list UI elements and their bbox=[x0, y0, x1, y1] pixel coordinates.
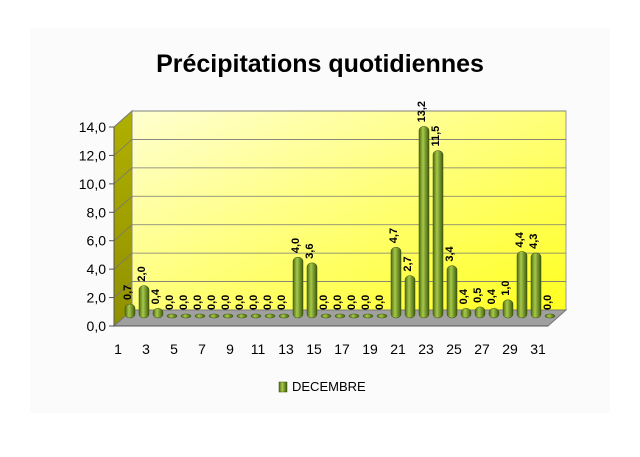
bar bbox=[418, 126, 430, 319]
x-tick-label: 3 bbox=[142, 341, 150, 357]
data-label: 0,7 bbox=[122, 285, 134, 300]
y-tick-label: 4,0 bbox=[87, 261, 107, 277]
x-tick-label: 7 bbox=[198, 341, 206, 357]
y-tick-label: 6,0 bbox=[87, 233, 107, 249]
x-tick-label: 31 bbox=[530, 341, 546, 357]
data-label: 0,0 bbox=[164, 295, 176, 310]
data-label: 2,7 bbox=[402, 256, 414, 271]
y-tick-label: 2,0 bbox=[87, 290, 107, 306]
data-label: 0,4 bbox=[150, 288, 162, 304]
bar bbox=[502, 299, 514, 319]
bar bbox=[306, 262, 318, 319]
data-label: 4,7 bbox=[388, 228, 400, 243]
y-tick-label: 10,0 bbox=[79, 176, 106, 192]
bar bbox=[488, 308, 500, 319]
x-tick-label: 27 bbox=[474, 341, 490, 357]
bar bbox=[180, 313, 192, 319]
bar bbox=[390, 246, 402, 319]
x-tick-label: 21 bbox=[390, 341, 406, 357]
grid-line bbox=[113, 252, 133, 270]
x-tick-label: 5 bbox=[170, 341, 178, 357]
bar bbox=[516, 251, 528, 319]
bar bbox=[124, 303, 136, 319]
bar bbox=[334, 313, 346, 319]
bar bbox=[250, 313, 262, 319]
data-label: 3,4 bbox=[444, 245, 456, 261]
bar bbox=[208, 313, 220, 319]
bar bbox=[138, 285, 150, 319]
grid-line bbox=[113, 110, 133, 128]
bar bbox=[404, 275, 416, 319]
grid-line bbox=[113, 139, 133, 156]
y-tick-label: 12,0 bbox=[79, 147, 106, 163]
data-label: 0,0 bbox=[332, 295, 344, 310]
x-tick-label: 9 bbox=[226, 341, 234, 357]
back-wall bbox=[131, 110, 567, 311]
grid-line bbox=[113, 167, 133, 185]
data-label: 0,0 bbox=[318, 295, 330, 310]
bar bbox=[236, 313, 248, 319]
data-label: 0,0 bbox=[234, 295, 246, 310]
data-label: 0,0 bbox=[192, 295, 204, 310]
grid-line bbox=[113, 281, 133, 298]
x-tick-label: 17 bbox=[334, 341, 350, 357]
data-label: 0,0 bbox=[276, 295, 288, 310]
x-tick-label: 23 bbox=[418, 341, 434, 357]
bar bbox=[194, 313, 206, 319]
x-tick-label: 25 bbox=[446, 341, 462, 357]
bar bbox=[544, 313, 556, 319]
data-label: 1,0 bbox=[500, 280, 512, 295]
chart-title: Précipitations quotidiennes bbox=[156, 50, 484, 78]
y-tick-label: 0,0 bbox=[87, 318, 107, 334]
data-label: 11,5 bbox=[430, 126, 442, 147]
data-label: 0,0 bbox=[346, 295, 358, 310]
bar bbox=[264, 313, 276, 319]
x-tick-label: 19 bbox=[362, 341, 378, 357]
bar bbox=[474, 306, 486, 319]
bar bbox=[348, 313, 360, 319]
bar bbox=[292, 256, 304, 319]
data-label: 13,2 bbox=[416, 101, 428, 122]
data-label: 4,4 bbox=[514, 231, 526, 247]
data-label: 0,4 bbox=[458, 288, 470, 304]
data-label: 0,0 bbox=[360, 295, 372, 310]
data-label: 4,0 bbox=[290, 238, 302, 253]
bar bbox=[460, 308, 472, 319]
bar bbox=[320, 313, 332, 319]
bar bbox=[278, 313, 290, 319]
bar bbox=[152, 308, 164, 319]
y-tick-label: 14,0 bbox=[79, 119, 106, 135]
bar bbox=[432, 150, 444, 319]
legend-swatch bbox=[278, 381, 288, 393]
data-label: 0,0 bbox=[220, 295, 232, 310]
bar bbox=[166, 313, 178, 319]
y-tick-label: 8,0 bbox=[87, 204, 107, 220]
bar bbox=[530, 252, 542, 319]
bar bbox=[376, 313, 388, 319]
data-label: 0,0 bbox=[206, 295, 218, 310]
bar bbox=[362, 313, 374, 319]
bar bbox=[446, 265, 458, 319]
grid-line bbox=[113, 195, 133, 213]
data-label: 0,0 bbox=[178, 295, 190, 310]
data-label: 0,5 bbox=[472, 288, 484, 303]
data-label: 3,6 bbox=[304, 244, 316, 259]
x-tick-label: 1 bbox=[114, 341, 122, 357]
data-label: 0,0 bbox=[542, 295, 554, 310]
x-tick-label: 13 bbox=[278, 341, 294, 357]
bar bbox=[222, 313, 234, 319]
data-label: 0,4 bbox=[486, 288, 498, 304]
x-tick-label: 11 bbox=[251, 341, 266, 357]
data-label: 0,0 bbox=[262, 295, 274, 310]
grid-line bbox=[113, 224, 133, 242]
data-label: 2,0 bbox=[136, 266, 148, 281]
x-tick-label: 15 bbox=[306, 341, 322, 357]
data-label: 4,3 bbox=[528, 234, 540, 249]
data-label: 0,0 bbox=[248, 295, 260, 310]
x-tick-label: 29 bbox=[502, 341, 518, 357]
legend-label: DECEMBRE bbox=[292, 379, 366, 394]
data-label: 0,0 bbox=[374, 295, 386, 310]
